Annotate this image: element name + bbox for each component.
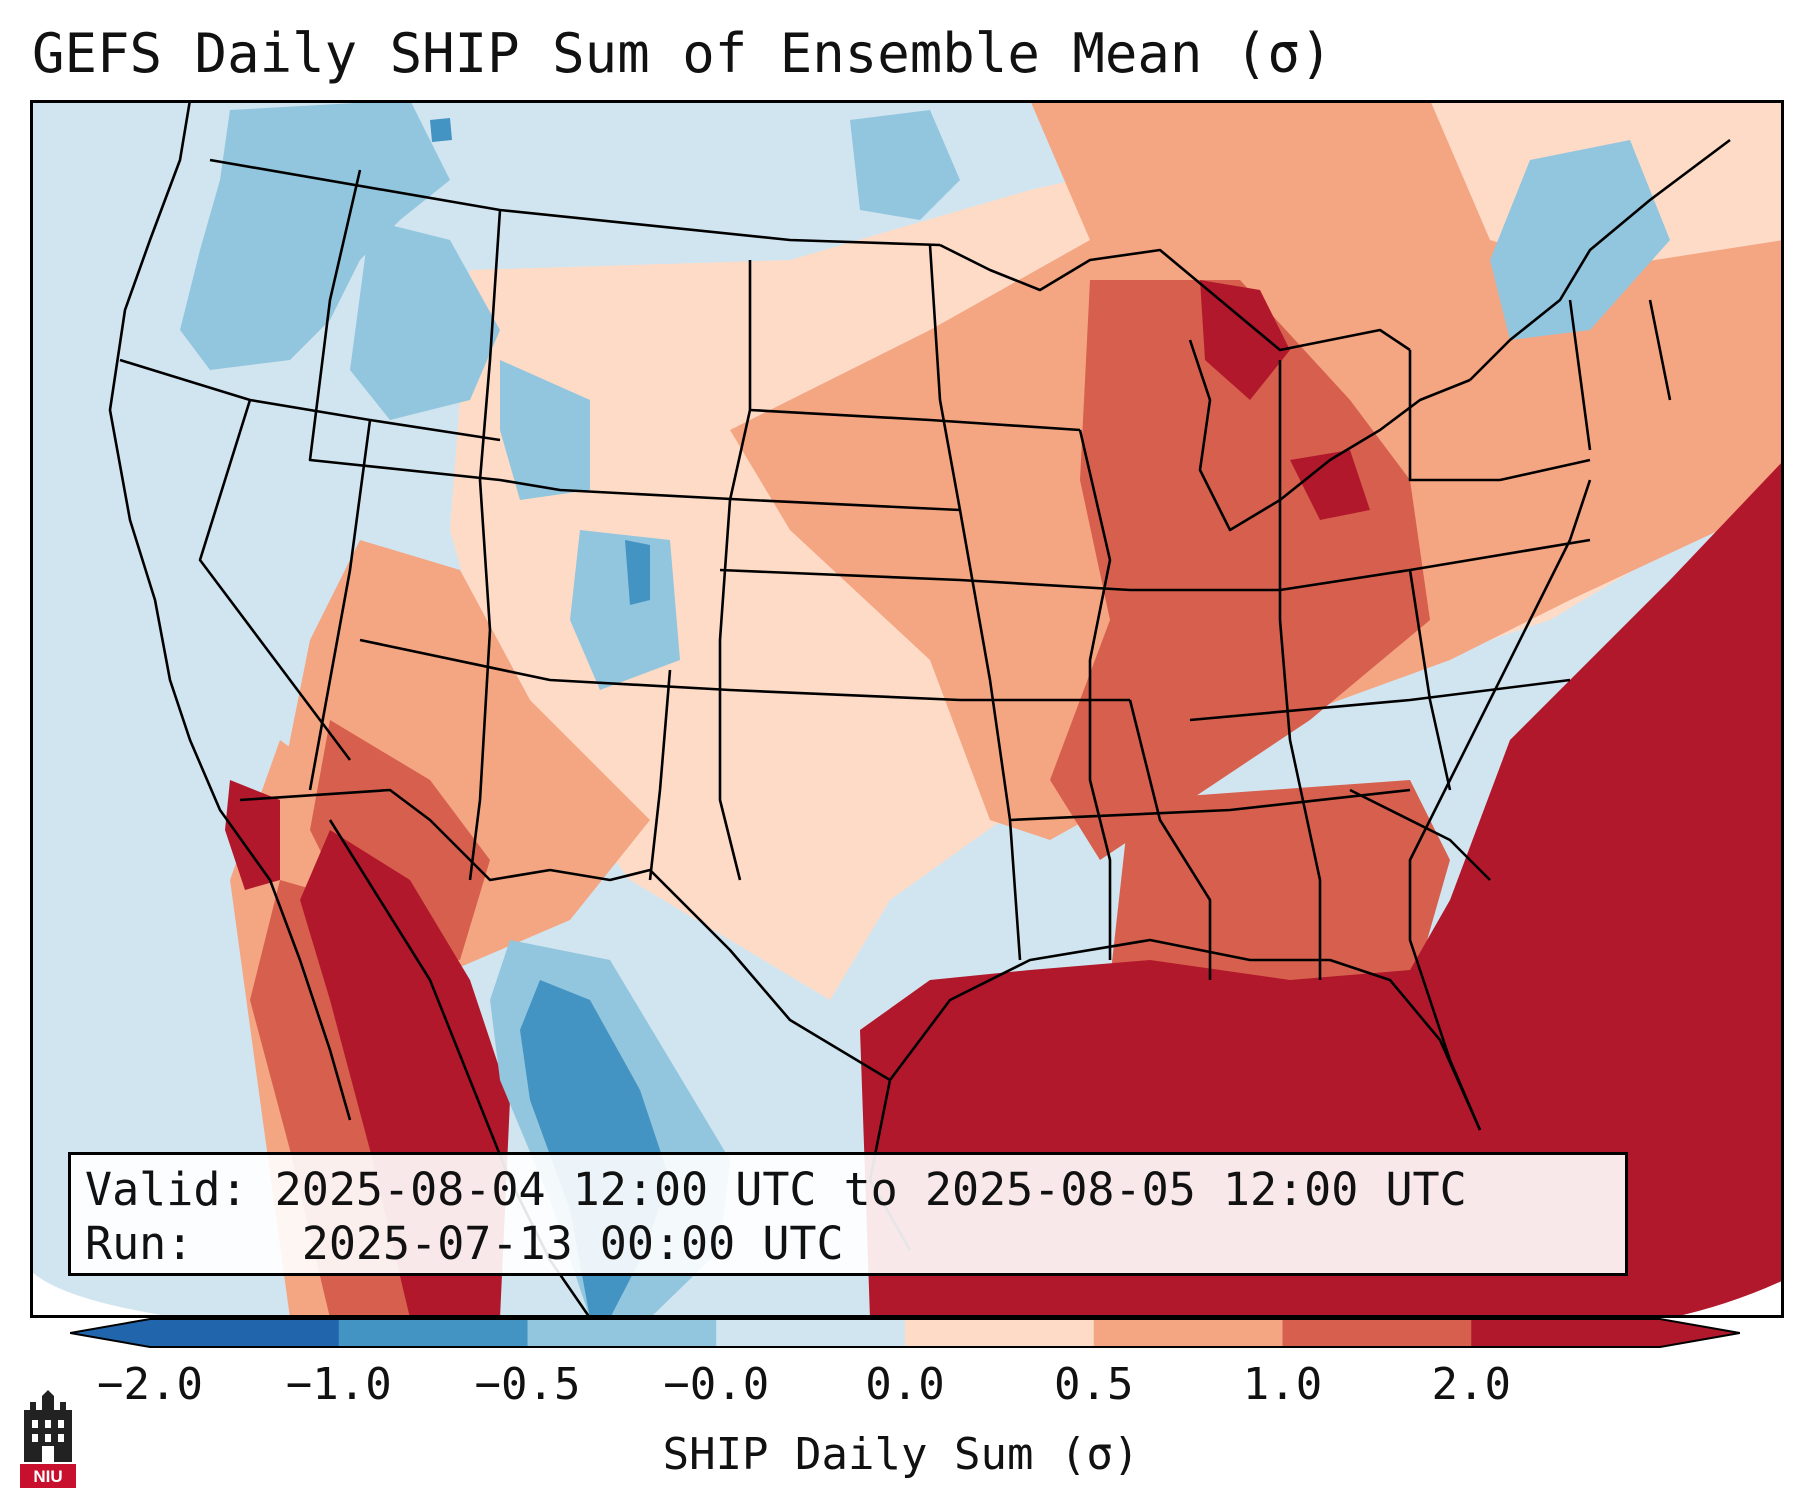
colorbar-extend-low <box>70 1319 150 1347</box>
colorbar-segment <box>338 1319 528 1347</box>
map-title: GEFS Daily SHIP Sum of Ensemble Mean (σ) <box>32 22 1333 85</box>
boundary-lines <box>108 100 1731 1318</box>
colorbar-label: SHIP Daily Sum (σ) <box>662 1429 1140 1480</box>
map-frame <box>30 100 1784 1318</box>
colorbar-segment <box>1282 1319 1472 1347</box>
colorbar-outline <box>70 1318 1740 1348</box>
colorbar-tick-label: 1.0 <box>1242 1359 1323 1410</box>
valid-value: 2025-08-04 12:00 UTC to 2025-08-05 12:00… <box>274 1163 1467 1216</box>
run-row: Run: 2025-07-13 00:00 UTC <box>85 1217 1611 1271</box>
colorbar-segment <box>1093 1319 1283 1347</box>
colorbar-segment <box>150 1319 340 1347</box>
valid-row: Valid: 2025-08-04 12:00 UTC to 2025-08-0… <box>85 1163 1611 1217</box>
colorbar-tick-label: −0.0 <box>663 1359 770 1410</box>
colorbar-tick-label: 0.5 <box>1054 1359 1134 1410</box>
valid-label: Valid: <box>85 1163 248 1216</box>
ship-anomaly-map <box>30 100 1784 1318</box>
niu-castle-logo-icon: NIU <box>20 1390 76 1488</box>
colorbar-tick-label: −1.0 <box>285 1359 392 1410</box>
colorbar-tick-label: 2.0 <box>1431 1359 1511 1410</box>
colorbar-tick-label: −0.5 <box>474 1359 581 1410</box>
valid-run-info-box: Valid: 2025-08-04 12:00 UTC to 2025-08-0… <box>68 1152 1628 1276</box>
colorbar-tick-label: 0.0 <box>865 1359 945 1410</box>
projection-edge <box>30 1270 180 1318</box>
colorbar-segment <box>905 1319 1095 1347</box>
strong-positive-region <box>1050 280 1430 860</box>
colorbar-tick-label: −2.0 <box>97 1359 203 1410</box>
colorbar <box>70 1318 1740 1348</box>
colorbar-segment <box>1471 1319 1661 1347</box>
colorbar-segment <box>527 1319 717 1347</box>
colorbar-segment <box>716 1319 906 1347</box>
colorbar-extend-high <box>1660 1319 1740 1347</box>
run-value: 2025-07-13 00:00 UTC <box>301 1217 844 1270</box>
logo-text: NIU <box>33 1467 62 1486</box>
gulf-atlantic-max-region <box>860 460 1784 1318</box>
run-label: Run: <box>85 1217 194 1270</box>
